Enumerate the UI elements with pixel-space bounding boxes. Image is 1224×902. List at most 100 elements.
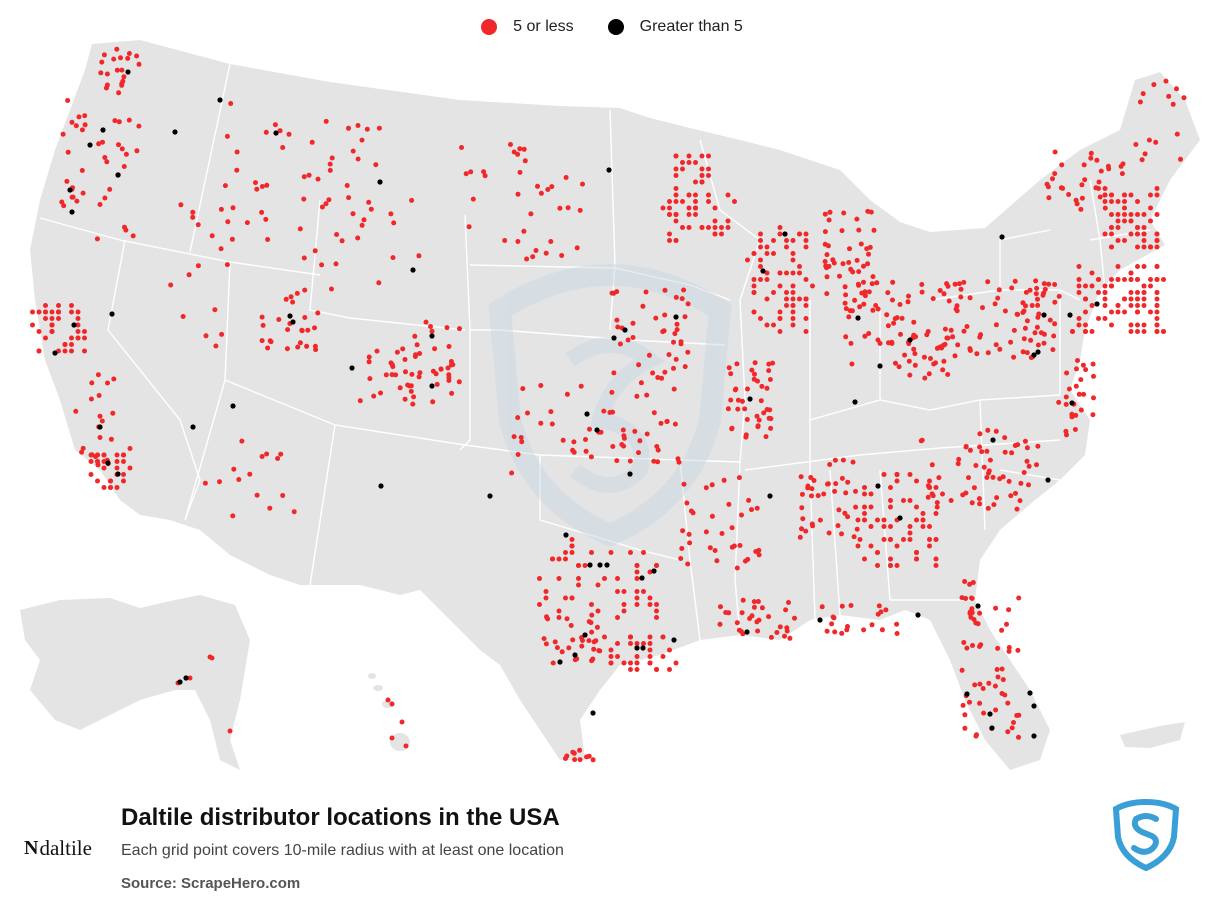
location-dot — [1154, 309, 1160, 315]
location-dot — [1021, 336, 1027, 342]
location-dot — [402, 396, 408, 402]
location-dot — [89, 380, 95, 386]
location-dot — [901, 498, 906, 503]
location-dot — [1034, 324, 1040, 330]
location-dot — [994, 667, 1000, 672]
location-dot — [502, 238, 508, 243]
location-dot — [463, 171, 469, 177]
location-dot — [842, 300, 848, 306]
location-dot — [1005, 700, 1011, 706]
location-dot — [234, 167, 240, 173]
location-dot — [766, 368, 772, 374]
location-dot — [1052, 171, 1058, 177]
land-masses — [20, 40, 1200, 770]
high-density-dot — [584, 411, 590, 417]
location-dot — [852, 297, 858, 303]
location-dot — [634, 563, 640, 568]
location-dot — [1102, 283, 1108, 289]
location-dot — [655, 375, 661, 380]
location-dot — [409, 371, 415, 377]
location-dot — [589, 629, 595, 635]
location-dot — [888, 485, 893, 490]
location-dot — [984, 448, 990, 454]
location-dot — [595, 582, 601, 588]
location-dot — [119, 82, 125, 88]
location-dot — [997, 346, 1003, 352]
location-dot — [803, 329, 809, 334]
location-dot — [954, 308, 960, 314]
location-dot — [259, 209, 265, 215]
location-dot — [1052, 282, 1058, 287]
location-dot — [768, 425, 774, 431]
location-dot — [921, 354, 927, 360]
location-dot — [699, 166, 705, 172]
location-dot — [65, 98, 71, 103]
location-dot — [718, 604, 723, 610]
location-dot — [609, 389, 615, 395]
location-dot — [329, 155, 335, 161]
location-dot — [634, 667, 640, 672]
location-dot — [985, 505, 991, 511]
location-dot — [839, 475, 845, 481]
location-dot — [634, 641, 640, 646]
location-dot — [364, 126, 370, 132]
location-dot — [735, 397, 741, 403]
location-dot — [638, 380, 644, 386]
location-dot — [69, 335, 74, 341]
location-dot — [877, 340, 883, 346]
location-dot — [888, 498, 893, 503]
high-density-dot — [97, 424, 103, 430]
location-dot — [870, 274, 876, 280]
location-dot — [75, 335, 81, 341]
location-dot — [95, 478, 100, 484]
location-dot — [797, 264, 802, 269]
location-dot — [327, 167, 333, 173]
location-dot — [725, 218, 731, 224]
location-dot — [433, 371, 439, 377]
location-dot — [1060, 185, 1066, 191]
location-dot — [1035, 443, 1041, 449]
location-dot — [428, 324, 433, 329]
location-dot — [202, 480, 208, 486]
location-dot — [920, 511, 926, 516]
high-density-dot — [594, 427, 600, 433]
location-dot — [993, 605, 999, 611]
location-dot — [847, 246, 852, 252]
location-dot — [114, 67, 120, 73]
location-dot — [827, 209, 833, 215]
location-dot — [790, 251, 796, 256]
location-dot — [797, 534, 803, 540]
location-dot — [868, 504, 874, 510]
location-dot — [588, 620, 594, 626]
location-dot — [637, 438, 643, 444]
location-dot — [1161, 329, 1166, 334]
location-dot — [373, 162, 379, 168]
high-density-dot — [87, 142, 93, 148]
location-dot — [782, 633, 787, 639]
location-dot — [178, 202, 184, 208]
location-dot — [1006, 607, 1012, 613]
location-dot — [809, 521, 815, 527]
location-dot — [1128, 231, 1134, 237]
high-density-dot — [782, 231, 788, 237]
location-dot — [744, 417, 750, 422]
location-dot — [956, 281, 962, 287]
location-dot — [980, 686, 986, 691]
location-dot — [843, 306, 849, 312]
location-dot — [799, 526, 804, 532]
location-dot — [286, 131, 292, 137]
location-dot — [985, 427, 991, 433]
location-dot — [538, 420, 544, 426]
location-dot — [1089, 283, 1095, 289]
location-dot — [244, 220, 250, 226]
location-dot — [1052, 321, 1058, 327]
location-dot — [236, 477, 242, 482]
location-dot — [1135, 322, 1140, 328]
location-dot — [881, 517, 887, 523]
location-dot — [434, 381, 440, 387]
location-dot — [833, 481, 839, 487]
location-dot — [301, 196, 307, 202]
location-dot — [397, 385, 403, 391]
location-dot — [112, 118, 118, 124]
location-dot — [88, 396, 94, 402]
